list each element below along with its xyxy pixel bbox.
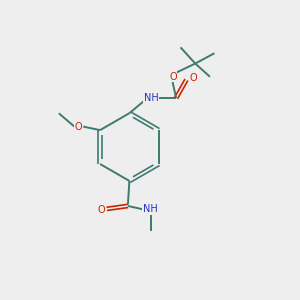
Text: NH: NH <box>142 205 158 214</box>
Text: O: O <box>169 72 177 82</box>
Text: O: O <box>74 122 82 132</box>
Text: NH: NH <box>144 93 158 103</box>
Text: O: O <box>189 73 197 83</box>
Text: O: O <box>97 206 105 215</box>
